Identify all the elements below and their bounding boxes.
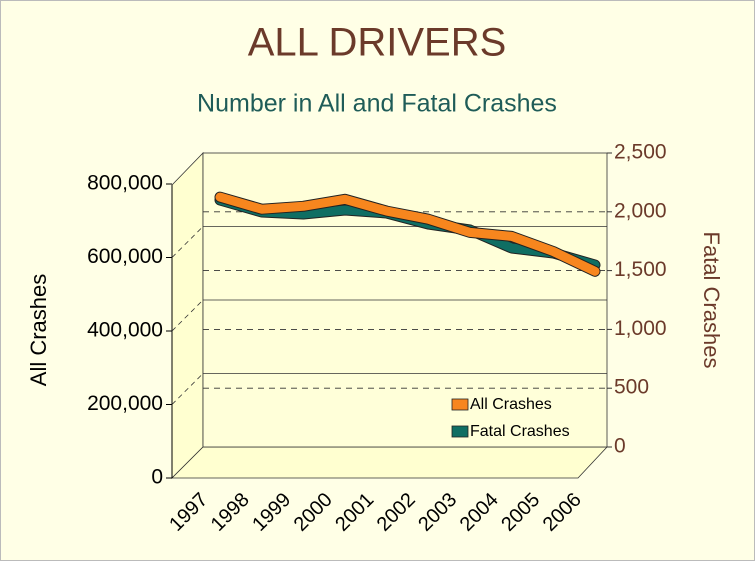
y2-tick-label: 500 [614, 376, 649, 399]
grid-line-side [171, 373, 204, 405]
chart-title: ALL DRIVERS [248, 21, 507, 65]
legend-swatch [451, 425, 469, 438]
y2-tick-label: 2,500 [614, 141, 667, 164]
legend-swatch [451, 398, 469, 411]
y2-tick-label: 2,000 [614, 199, 667, 222]
y2-tick-label: 1,000 [614, 317, 667, 340]
y-tick-label: 400,000 [87, 319, 163, 342]
grid-line-side [171, 299, 204, 332]
chart-subtitle: Number in All and Fatal Crashes [197, 90, 557, 118]
y2-axis-label: Fatal Crashes [699, 232, 724, 369]
y-tick-label: 200,000 [87, 392, 163, 415]
floor [171, 446, 608, 479]
series-line [215, 192, 600, 276]
y2-tick-label: 0 [614, 435, 626, 458]
grid-line-side [171, 226, 204, 258]
y-tick-label: 600,000 [87, 245, 163, 268]
y-axis-label: All Crashes [26, 274, 51, 386]
y-tick-label: 0 [151, 466, 163, 489]
y-tick-label: 800,000 [87, 172, 163, 195]
legend-label: Fatal Crashes [470, 423, 570, 440]
y2-tick-label: 1,500 [614, 258, 667, 281]
legend-label: All Crashes [470, 396, 552, 413]
